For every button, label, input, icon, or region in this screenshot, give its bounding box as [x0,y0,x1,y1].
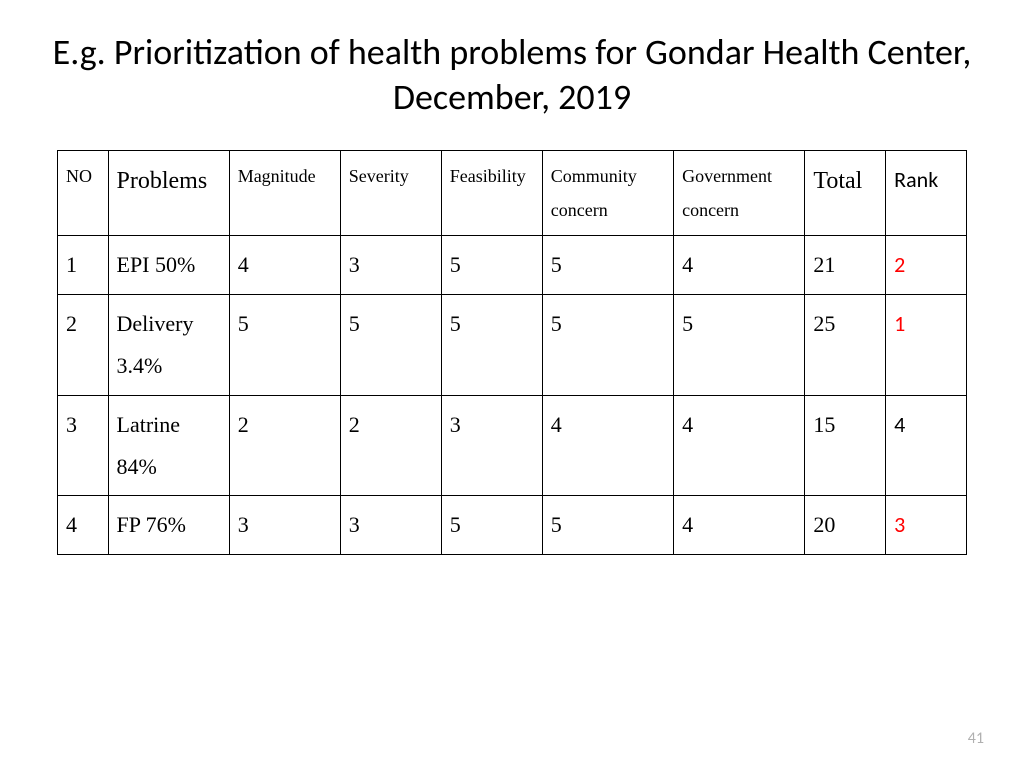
cell-rank: 2 [886,236,967,295]
slide: E.g. Prioritization of health problems f… [0,0,1024,768]
table-row: 4 FP 76% 3 3 5 5 4 20 3 [58,496,967,555]
col-header-severity: Severity [340,151,441,236]
col-header-community: Community concern [542,151,673,236]
table-row: 3 Latrine 84% 2 2 3 4 4 15 4 [58,395,967,496]
cell-total: 25 [805,295,886,396]
cell-sev: 3 [340,496,441,555]
col-header-magnitude: Magnitude [229,151,340,236]
cell-problem: EPI 50% [108,236,229,295]
cell-feas: 5 [441,496,542,555]
cell-no: 1 [58,236,109,295]
cell-comm: 5 [542,496,673,555]
cell-mag: 2 [229,395,340,496]
slide-title: E.g. Prioritization of health problems f… [50,30,974,120]
table-row: 2 Delivery 3.4% 5 5 5 5 5 25 1 [58,295,967,396]
col-header-rank: Rank [886,151,967,236]
cell-mag: 4 [229,236,340,295]
table-header-row: NO Problems Magnitude Severity Feasibili… [58,151,967,236]
prioritization-table: NO Problems Magnitude Severity Feasibili… [57,150,967,555]
col-header-feasibility: Feasibility [441,151,542,236]
cell-gov: 4 [674,236,805,295]
cell-sev: 5 [340,295,441,396]
cell-comm: 5 [542,236,673,295]
cell-total: 20 [805,496,886,555]
col-header-problems: Problems [108,151,229,236]
cell-gov: 4 [674,395,805,496]
cell-no: 3 [58,395,109,496]
cell-total: 15 [805,395,886,496]
cell-no: 2 [58,295,109,396]
cell-feas: 3 [441,395,542,496]
cell-rank: 1 [886,295,967,396]
cell-mag: 3 [229,496,340,555]
cell-sev: 3 [340,236,441,295]
cell-mag: 5 [229,295,340,396]
cell-rank: 3 [886,496,967,555]
page-number: 41 [968,729,984,748]
cell-comm: 4 [542,395,673,496]
col-header-total: Total [805,151,886,236]
cell-problem: FP 76% [108,496,229,555]
cell-feas: 5 [441,295,542,396]
cell-problem: Latrine 84% [108,395,229,496]
cell-gov: 4 [674,496,805,555]
cell-total: 21 [805,236,886,295]
cell-comm: 5 [542,295,673,396]
cell-feas: 5 [441,236,542,295]
cell-rank: 4 [886,395,967,496]
cell-no: 4 [58,496,109,555]
table-row: 1 EPI 50% 4 3 5 5 4 21 2 [58,236,967,295]
cell-sev: 2 [340,395,441,496]
cell-problem: Delivery 3.4% [108,295,229,396]
col-header-no: NO [58,151,109,236]
col-header-government: Government concern [674,151,805,236]
cell-gov: 5 [674,295,805,396]
